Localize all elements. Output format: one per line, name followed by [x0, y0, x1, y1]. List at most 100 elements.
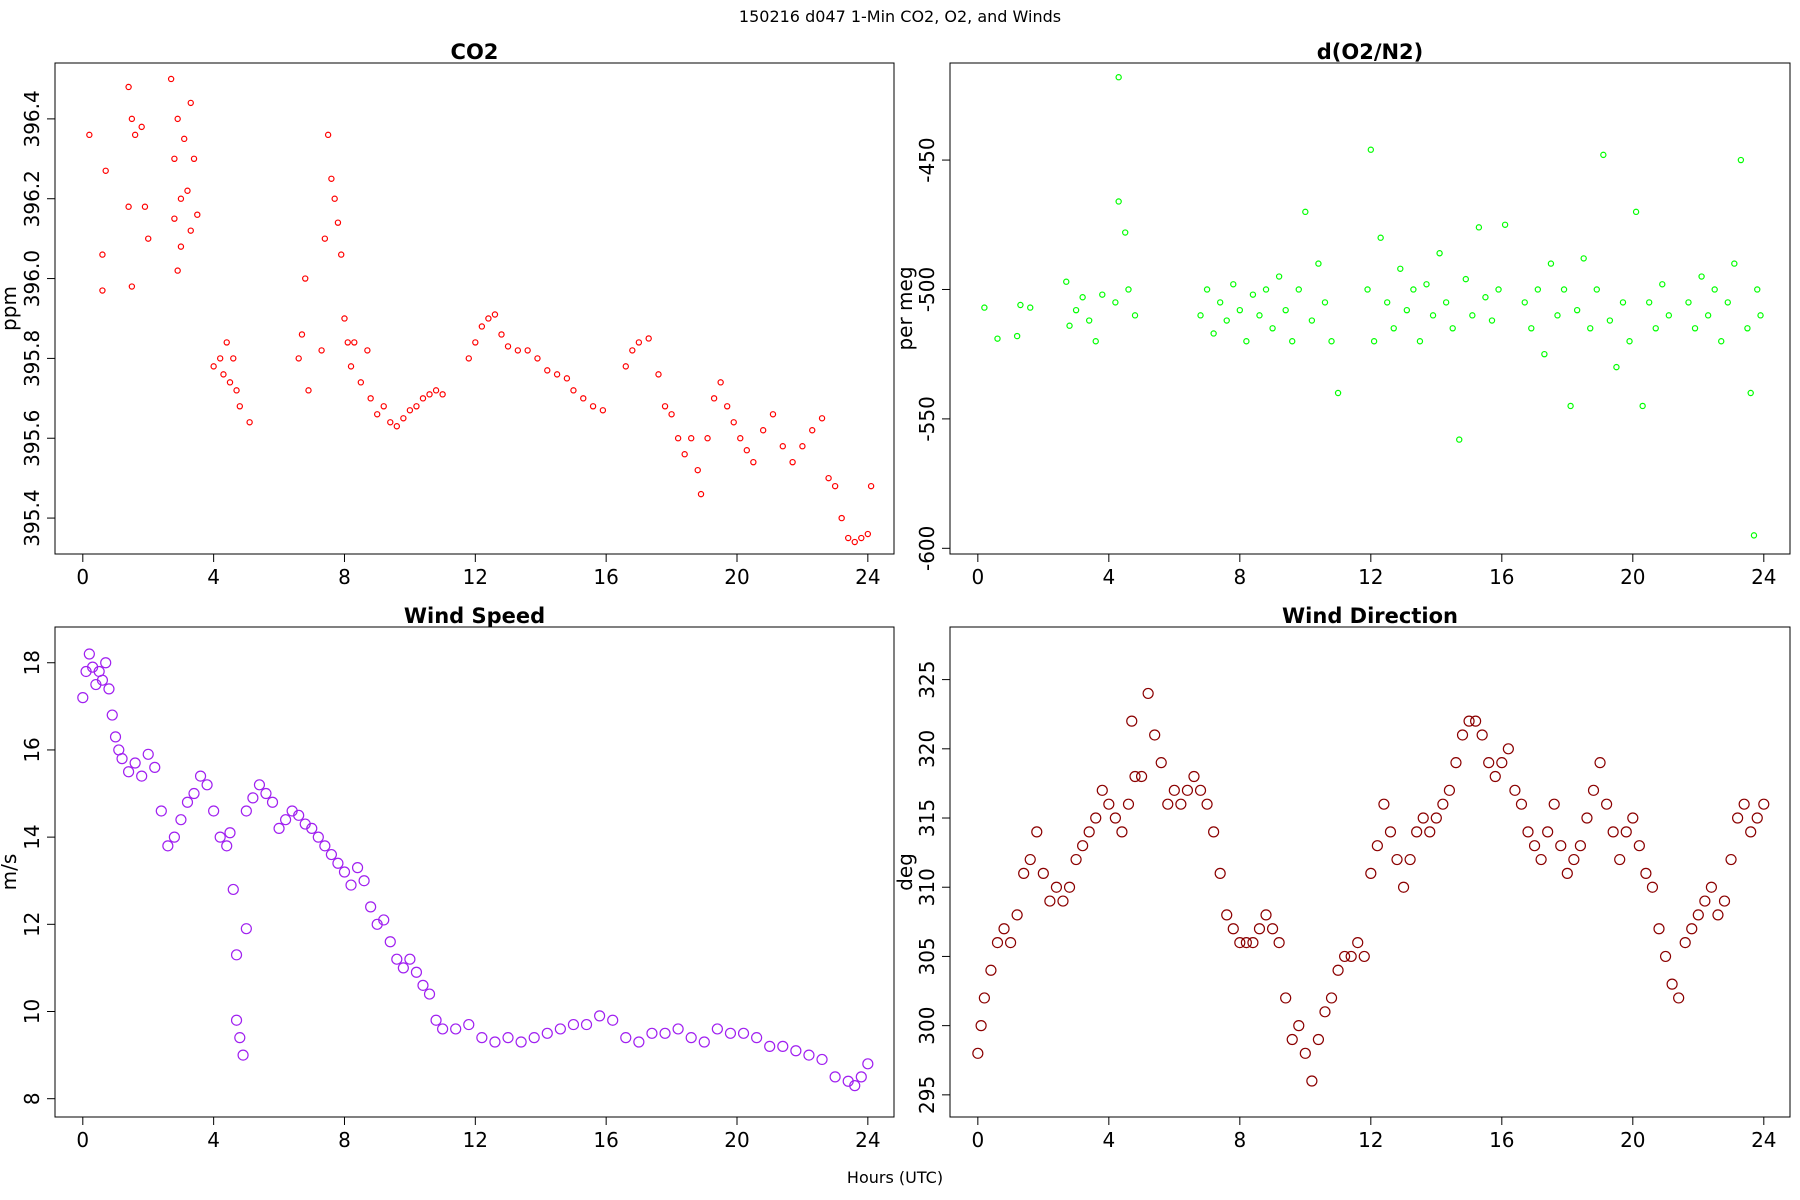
point [174, 267, 181, 274]
point [367, 395, 374, 402]
point [717, 379, 724, 386]
point [672, 1023, 684, 1035]
point [1168, 784, 1180, 796]
point [233, 387, 240, 394]
point [221, 840, 233, 852]
point [1600, 151, 1607, 159]
point [328, 175, 335, 182]
point [668, 411, 675, 418]
point [1423, 281, 1430, 288]
point [1639, 402, 1646, 410]
point [1302, 208, 1309, 216]
point [1646, 881, 1659, 893]
x-tick-label: 8 [338, 1128, 351, 1152]
point [476, 1032, 488, 1044]
point [845, 534, 852, 542]
point [730, 419, 737, 426]
y-axis-label: ppm [0, 286, 21, 331]
y-axis-label: m/s [0, 854, 21, 891]
point [1115, 198, 1122, 205]
point [345, 879, 357, 891]
point [1122, 229, 1129, 236]
point [1666, 978, 1678, 990]
point [697, 490, 705, 498]
y-tick-label: -600 [915, 526, 939, 571]
point [1240, 936, 1252, 949]
point [1011, 909, 1023, 921]
point [1580, 255, 1587, 262]
point [365, 901, 377, 913]
point [237, 1049, 249, 1061]
point [177, 243, 185, 250]
point [102, 167, 109, 174]
x-tick-label: 12 [1358, 565, 1383, 589]
point [554, 1023, 566, 1035]
point [155, 805, 167, 817]
point [1593, 286, 1600, 293]
x-tick-label: 4 [1102, 565, 1115, 589]
x-axis-label: Hours (UTC) [847, 1168, 943, 1187]
point [1645, 299, 1653, 306]
point [563, 375, 571, 382]
point [338, 251, 345, 258]
y-axis-label: per meg [893, 266, 917, 350]
point [1737, 156, 1745, 164]
point [1594, 757, 1606, 769]
y-tick-label: 325 [915, 661, 939, 699]
point [790, 1045, 802, 1057]
point [1659, 950, 1672, 963]
point [324, 131, 332, 139]
point [77, 692, 89, 704]
point [1711, 286, 1718, 293]
point [544, 367, 551, 374]
point [116, 753, 128, 765]
point [1201, 798, 1213, 810]
point [1383, 299, 1391, 306]
point [125, 83, 132, 91]
y-tick-label: 18 [20, 650, 44, 675]
point [1328, 338, 1335, 345]
y-tick-label: 395.8 [20, 330, 44, 387]
point [779, 443, 786, 450]
x-tick-label: 0 [76, 565, 89, 589]
point [306, 822, 318, 835]
point [1221, 909, 1233, 921]
x-tick-label: 4 [207, 1128, 220, 1152]
point [862, 1058, 874, 1070]
point [331, 195, 338, 202]
point [1652, 325, 1659, 332]
point [711, 1023, 723, 1035]
point [514, 347, 522, 354]
x-tick-label: 24 [855, 1128, 880, 1152]
point [210, 363, 217, 370]
point [1352, 936, 1364, 949]
point [646, 1027, 658, 1039]
point [234, 1032, 246, 1044]
point [1659, 281, 1666, 288]
point [541, 1027, 553, 1039]
point [298, 331, 306, 338]
point [1175, 798, 1187, 810]
point [1470, 715, 1482, 727]
x-tick-label: 20 [724, 1128, 749, 1152]
point [975, 1020, 987, 1032]
point [831, 482, 839, 490]
point [1142, 687, 1154, 700]
point [1554, 312, 1561, 319]
point [472, 339, 479, 346]
point [1463, 715, 1475, 727]
point [1227, 923, 1239, 935]
x-tick-label: 12 [463, 565, 488, 589]
point [1390, 325, 1397, 332]
point [1665, 312, 1673, 319]
point [1162, 798, 1174, 810]
point [504, 343, 512, 350]
point [1282, 306, 1289, 314]
point [580, 1018, 593, 1031]
point [1587, 784, 1600, 796]
y-tick-label: 300 [915, 1007, 939, 1045]
point [1024, 853, 1036, 866]
point [1691, 325, 1699, 332]
point [338, 866, 351, 878]
point [1013, 332, 1021, 340]
